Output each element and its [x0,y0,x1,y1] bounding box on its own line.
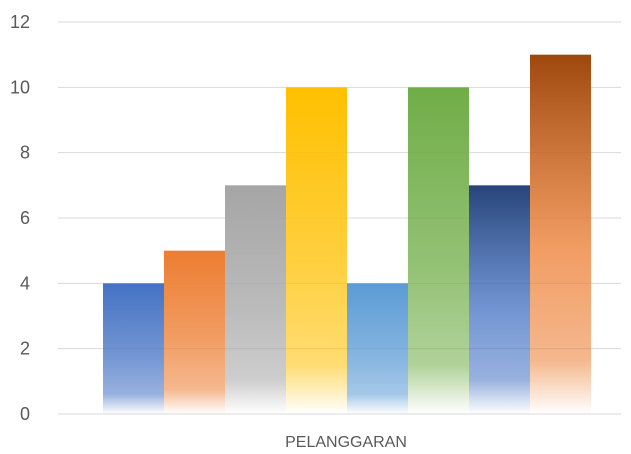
bars [103,54,591,415]
y-tick-label: 10 [10,77,30,97]
y-tick-label: 4 [20,273,30,293]
bar-5 [347,283,408,414]
y-tick-label: 12 [10,12,30,32]
y-tick-label: 6 [20,208,30,228]
y-tick-label: 0 [20,404,30,424]
bar-7 [469,185,530,414]
bar-8 [530,54,591,415]
bar-3 [225,185,286,414]
category-label: PELANGGARAN [285,434,407,451]
bar-6 [408,87,469,414]
bar-2 [164,250,225,414]
y-tick-label: 8 [20,143,30,163]
y-tick-label: 2 [20,339,30,359]
bar-4 [286,87,347,414]
y-axis-tick-labels: 0 2 4 6 8 10 12 [10,12,30,424]
bar-1 [103,283,164,414]
